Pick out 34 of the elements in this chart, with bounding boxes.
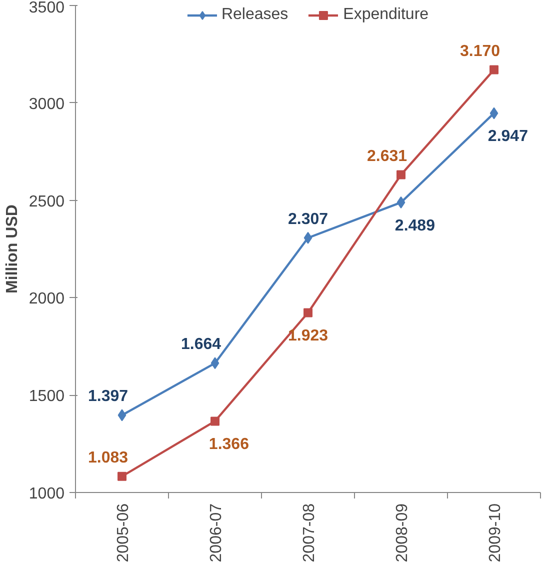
y-tick-label: 3000: [28, 96, 65, 113]
data-label: 2.947: [488, 128, 528, 146]
x-tick-label: 2006-07: [208, 503, 225, 562]
data-label: 2.489: [394, 217, 436, 234]
legend-label: Releases: [221, 6, 288, 24]
y-tick-label: 1000: [28, 486, 65, 502]
x-tick-label: 2008-09: [394, 503, 411, 562]
point: [304, 308, 312, 318]
data-label: 1.397: [88, 388, 128, 406]
point: [210, 357, 220, 370]
y-tick-label: 3500: [28, 0, 65, 16]
legend-label: Expenditure: [343, 6, 429, 24]
data-label: 1.664: [181, 336, 222, 354]
data-label: 1.366: [208, 436, 250, 454]
data-label: 1.083: [88, 449, 128, 466]
data-label: 1.923: [288, 328, 328, 345]
point: [210, 416, 220, 426]
y-tick-label: 1500: [28, 388, 65, 406]
data-label: 3.170: [460, 42, 500, 60]
data-label: 2.631: [367, 148, 408, 165]
point: [118, 409, 126, 422]
y-tick-label: 2500: [28, 193, 65, 210]
point: [304, 232, 312, 244]
point: [490, 65, 498, 74]
point: [490, 107, 498, 120]
y-axis-title: Million USD: [4, 204, 21, 294]
y-tick-label: 2000: [28, 290, 65, 308]
x-tick-label: 2005-06: [115, 503, 132, 562]
x-tick-label: 2007-08: [301, 503, 318, 562]
data-label: 2.307: [288, 210, 328, 228]
point: [396, 196, 406, 208]
point: [396, 170, 406, 180]
x-tick-label: 2009-10: [487, 503, 504, 562]
point: [118, 472, 126, 481]
